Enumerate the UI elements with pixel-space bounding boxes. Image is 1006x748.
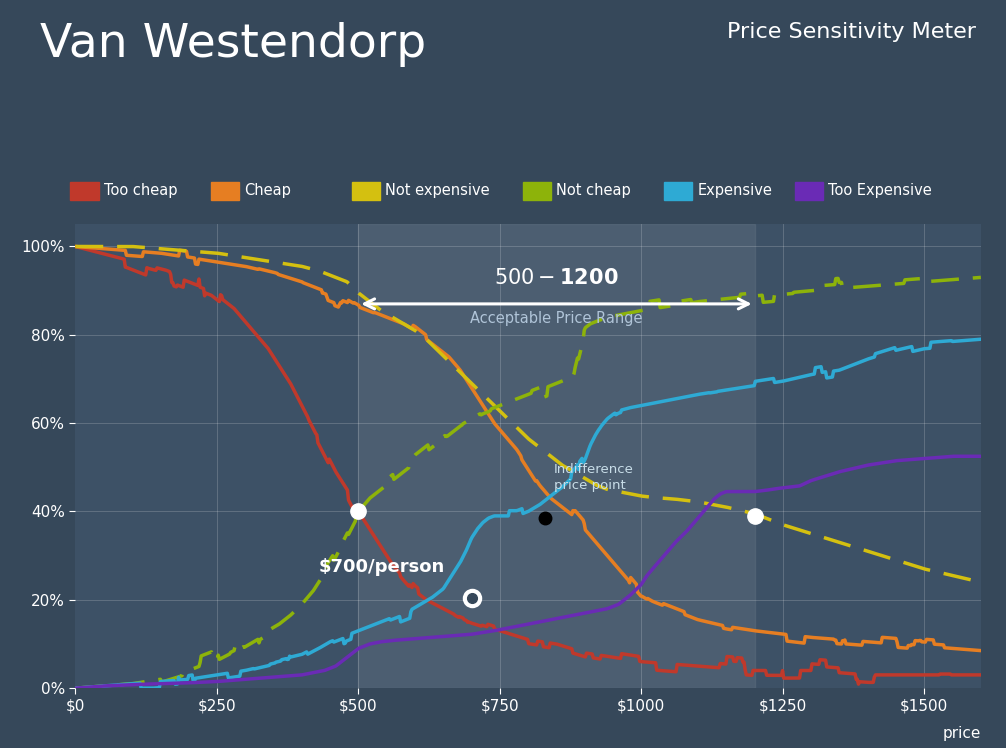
Text: Not cheap: Not cheap: [556, 183, 631, 198]
Text: $700/person: $700/person: [319, 558, 445, 576]
Text: price: price: [943, 726, 981, 741]
Text: Too cheap: Too cheap: [104, 183, 177, 198]
Text: Price Sensitivity Meter: Price Sensitivity Meter: [726, 22, 976, 43]
Text: Van Westendorp: Van Westendorp: [40, 22, 427, 67]
Text: Cheap: Cheap: [244, 183, 292, 198]
Text: Indifference
price point: Indifference price point: [553, 462, 634, 491]
Text: Too Expensive: Too Expensive: [828, 183, 932, 198]
Text: Not expensive: Not expensive: [385, 183, 490, 198]
Text: Acceptable Price Range: Acceptable Price Range: [470, 310, 643, 325]
Bar: [358, 224, 754, 688]
Text: Expensive: Expensive: [697, 183, 772, 198]
Text: $500 - $1200: $500 - $1200: [494, 269, 619, 289]
